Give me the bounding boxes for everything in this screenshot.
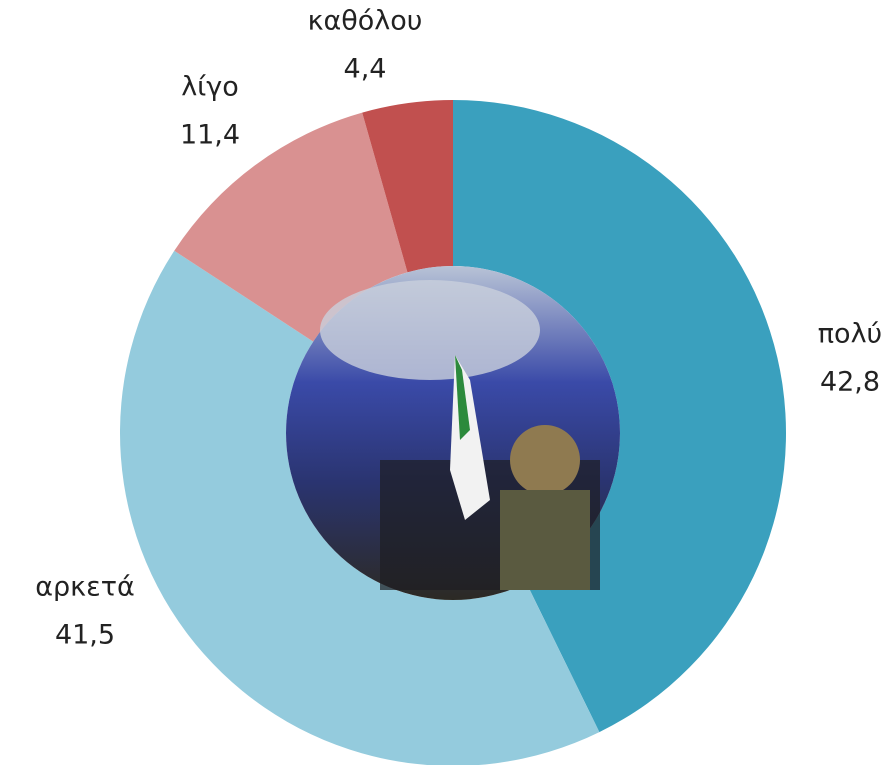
- value-label: 42,8: [820, 367, 880, 398]
- slice: [362, 100, 453, 273]
- value-label: 4,4: [344, 54, 387, 85]
- slice: [453, 100, 786, 733]
- category-label: πολύ: [818, 319, 882, 350]
- value-label: 41,5: [55, 620, 115, 651]
- center-photo: [286, 266, 620, 600]
- slice: [120, 250, 600, 765]
- donut: [120, 100, 786, 765]
- value-label: 11,4: [180, 120, 240, 151]
- category-label: λίγο: [181, 72, 239, 103]
- category-label: καθόλου: [308, 6, 423, 37]
- slice: [174, 112, 408, 342]
- labels: πολύ 42,8 αρκετά 41,5 λίγο 11,4 καθόλου 4,4: [35, 6, 882, 651]
- category-label: αρκετά: [35, 572, 135, 603]
